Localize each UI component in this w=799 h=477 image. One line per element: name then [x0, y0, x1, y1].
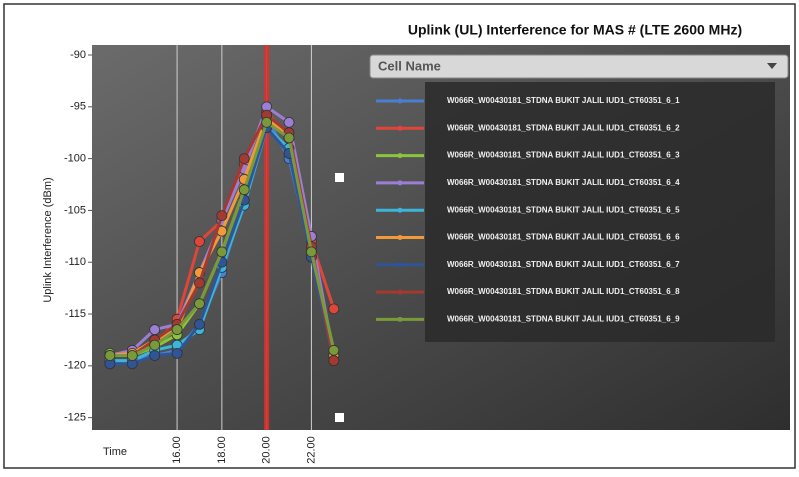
legend-marker [397, 125, 403, 131]
legend-dropdown[interactable] [369, 54, 789, 79]
data-point [283, 116, 295, 128]
y-axis-label: Uplink Interference (dBm) [42, 177, 54, 302]
legend-label: W066R_W00430181_STDNA BUKIT JALIL IUD1_C… [447, 151, 680, 160]
legend-label: W066R_W00430181_STDNA BUKIT JALIL IUD1_C… [447, 96, 680, 105]
x-axis-label: Time [103, 446, 127, 458]
legend-label: W066R_W00430181_STDNA BUKIT JALIL IUD1_C… [447, 233, 680, 242]
legend-marker [397, 316, 403, 322]
data-point [328, 303, 340, 315]
data-point [126, 350, 138, 361]
data-point [261, 116, 273, 128]
y-tick-label: -105 [64, 204, 86, 216]
legend-marker [397, 98, 403, 104]
legend-panel [425, 82, 775, 342]
data-point [238, 184, 250, 196]
data-point [216, 210, 228, 221]
y-tick-label: -95 [70, 101, 86, 113]
legend-marker [397, 235, 403, 240]
x-tick-label: 22.00 [305, 436, 317, 464]
data-point [171, 324, 183, 335]
data-point [149, 324, 161, 335]
data-point [194, 318, 205, 330]
data-point [149, 339, 161, 351]
data-point [216, 246, 228, 258]
legend-label: W066R_W00430181_STDNA BUKIT JALIL IUD1_C… [447, 287, 680, 296]
y-tick-label: -100 [64, 153, 86, 165]
data-point [194, 236, 205, 247]
x-tick-label: 18.00 [216, 436, 228, 464]
data-point [194, 298, 205, 310]
data-point [328, 344, 340, 356]
y-tick-label: -110 [65, 256, 86, 268]
data-point [328, 355, 340, 367]
y-tick-label: -125 [64, 412, 86, 424]
x-tick-label: 16.00 [171, 436, 183, 464]
data-point [238, 153, 250, 165]
data-point [149, 350, 161, 361]
x-tick-label: 20.00 [261, 436, 273, 464]
legend-label: W066R_W00430181_STDNA BUKIT JALIL IUD1_C… [447, 260, 680, 269]
legend-marker [397, 262, 403, 268]
legend-marker [397, 180, 403, 186]
data-point [194, 277, 205, 289]
data-point [283, 132, 295, 144]
legend-marker [397, 207, 403, 213]
data-point [104, 350, 116, 361]
resize-handle [335, 413, 344, 422]
dropdown-arrow [767, 63, 777, 69]
legend-label: W066R_W00430181_STDNA BUKIT JALIL IUD1_C… [447, 315, 680, 324]
resize-handle [335, 173, 344, 182]
y-tick-label: -120 [64, 360, 86, 372]
data-point [171, 347, 183, 359]
y-tick-label: -90 [70, 49, 86, 61]
legend-label: W066R_W00430181_STDNA BUKIT JALIL IUD1_C… [447, 178, 680, 187]
legend-marker [397, 153, 403, 159]
legend-label: W066R_W00430181_STDNA BUKIT JALIL IUD1_C… [447, 205, 680, 214]
y-tick-label: -115 [65, 308, 86, 320]
legend-label: W066R_W00430181_STDNA BUKIT JALIL IUD1_C… [447, 123, 680, 132]
legend-title: Cell Name [378, 58, 441, 73]
data-point [306, 246, 317, 258]
legend-marker [397, 289, 403, 295]
chart-title: Uplink (UL) Interference for MAS # (LTE … [408, 22, 742, 38]
